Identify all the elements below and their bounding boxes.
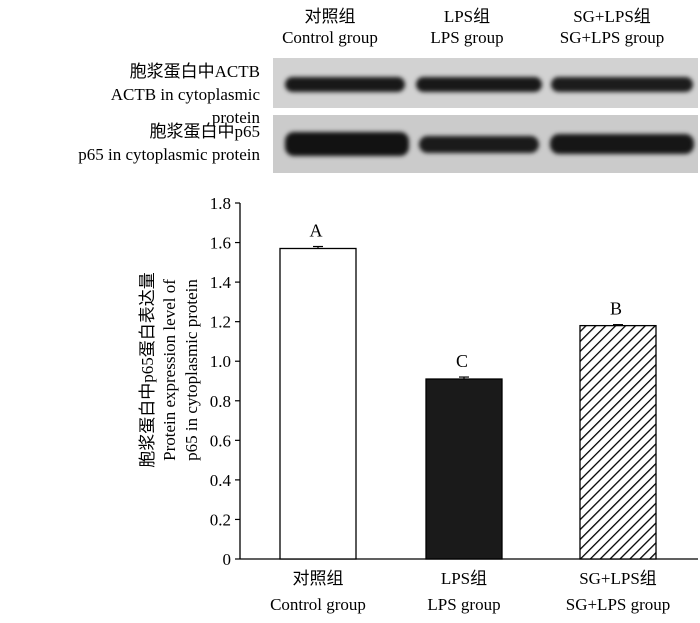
blot-col-control-cn: 对照组 xyxy=(304,7,356,26)
x-tick-label-en-0: Control group xyxy=(270,595,366,614)
y-tick-label: 0.4 xyxy=(210,471,232,490)
x-tick-label-en-1: LPS group xyxy=(427,595,500,614)
labels: A 对照组 Control group C LPS组 LPS group B SG+LPS组 S… xyxy=(270,221,670,614)
bar-1 xyxy=(425,378,503,560)
blot-col-lps: LPS组 LPS group xyxy=(387,6,547,48)
y-axis-label-en-1: Protein expression level of xyxy=(160,279,179,461)
y-axis-label-cn: 胞浆蛋白中p65蛋白表达量 xyxy=(138,272,157,468)
bar-2 xyxy=(579,324,657,560)
blot-col-sglps-en: SG+LPS group xyxy=(559,28,665,47)
x-tick-label-cn-0: 对照组 xyxy=(293,569,344,588)
bars xyxy=(279,245,657,560)
y-tick-label: 0.2 xyxy=(210,510,231,529)
blot-row-p65-en: p65 in cytoplasmic protein xyxy=(78,145,260,164)
blot-col-sglps-cn: SG+LPS组 xyxy=(573,7,651,26)
blot-p65-strip xyxy=(273,115,698,173)
band-actb-sglps xyxy=(551,77,693,92)
blot-row-p65-cn: 胞浆蛋白中p65 xyxy=(149,122,261,141)
blot-col-sglps: SG+LPS组 SG+LPS group xyxy=(532,6,692,48)
blot-row-actb-cn: 胞浆蛋白中ACTB xyxy=(129,62,260,81)
blot-col-lps-en: LPS group xyxy=(430,28,504,47)
y-tick-label: 1.4 xyxy=(210,273,232,292)
blot-col-lps-cn: LPS组 xyxy=(443,7,491,26)
blot-row-p65-label: 胞浆蛋白中p65 p65 in cytoplasmic protein xyxy=(70,120,260,166)
blot-actb-strip xyxy=(273,58,698,108)
bar-0 xyxy=(279,247,357,560)
band-actb-lps xyxy=(416,77,542,92)
y-tick-label: 0 xyxy=(223,550,232,569)
blot-col-control: 对照组 Control group xyxy=(250,6,410,48)
significance-letter-2: B xyxy=(610,299,622,319)
band-p65-control xyxy=(285,132,409,156)
significance-letter-0: A xyxy=(310,221,323,241)
y-tick-label: 1.6 xyxy=(210,234,231,253)
x-tick-label-en-2: SG+LPS group xyxy=(566,595,671,614)
blot-col-control-en: Control group xyxy=(282,28,378,47)
y-tick-label: 1.8 xyxy=(210,194,231,213)
y-axis-label-en-2: p65 in cytoplasmic protein xyxy=(182,279,201,461)
band-actb-control xyxy=(285,77,405,92)
band-p65-lps xyxy=(419,136,539,153)
blot-row-actb-en: ACTB in cytoplasmic protein xyxy=(110,85,260,127)
y-tick-label: 0.8 xyxy=(210,392,231,411)
y-tick-label: 0.6 xyxy=(210,431,231,450)
blot-row-actb-label: 胞浆蛋白中ACTB ACTB in cytoplasmic protein xyxy=(70,60,260,129)
y-tick-label: 1.0 xyxy=(210,352,231,371)
band-p65-sglps xyxy=(550,134,694,154)
significance-letter-1: C xyxy=(456,351,468,371)
x-tick-label-cn-2: SG+LPS组 xyxy=(579,569,657,588)
y-tick-label: 1.2 xyxy=(210,313,231,332)
x-tick-label-cn-1: LPS组 xyxy=(441,569,487,588)
